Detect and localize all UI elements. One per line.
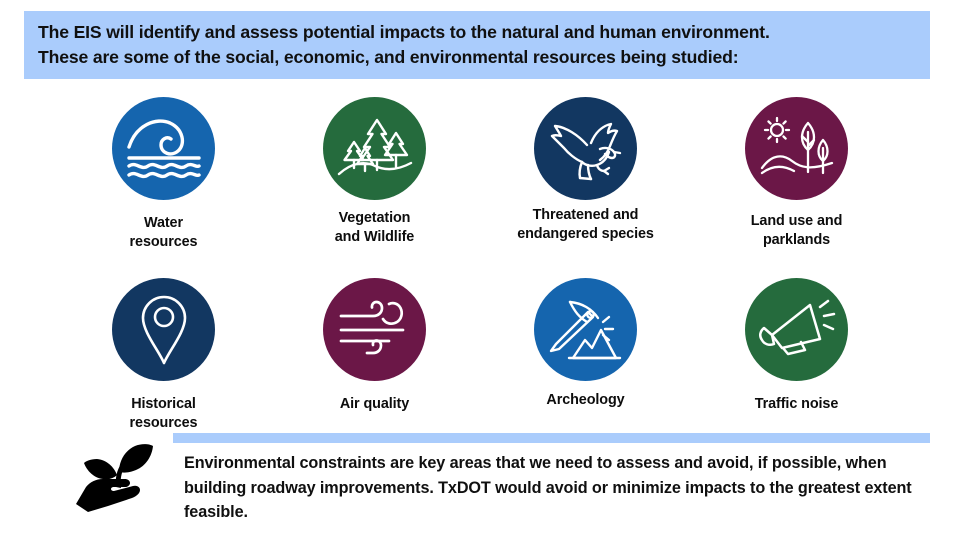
map-pin-icon [136, 293, 192, 367]
archeology-circle [534, 278, 637, 381]
wind-icon [337, 300, 413, 360]
threatened-species-circle [534, 97, 637, 200]
historical-resources-circle [112, 278, 215, 381]
air-quality-circle [323, 278, 426, 381]
resource-label: Air quality [339, 396, 410, 412]
resource-label: Traffic noise [754, 396, 839, 412]
resource-item-historical-resources[interactable]: Historical resources [58, 271, 269, 433]
bottom-note-text: Environmental constraints are key areas … [184, 454, 912, 521]
megaphone-icon [758, 299, 836, 361]
resource-icon-grid: Water resources [58, 90, 902, 433]
resource-item-archeology[interactable]: Archeology [480, 271, 691, 433]
resource-item-traffic-noise[interactable]: Traffic noise [691, 271, 902, 433]
sun-hills-trees-icon [759, 116, 835, 182]
resource-item-threatened-endangered-species[interactable]: Threatened and endangered species [480, 90, 691, 252]
header-line-2: These are some of the social, economic, … [38, 47, 739, 67]
bottom-divider-rule [173, 433, 930, 443]
resource-item-land-use-and-parklands[interactable]: Land use and parklands [691, 90, 902, 252]
pine-trees-icon [336, 116, 414, 182]
flying-bird-icon [547, 115, 625, 183]
resource-item-vegetation-and-wildlife[interactable]: Vegetation and Wildlife [269, 90, 480, 252]
water-resources-circle [112, 97, 215, 200]
resource-label: Archeology [546, 392, 625, 408]
resource-label: Water resources [129, 215, 198, 250]
traffic-noise-circle [745, 278, 848, 381]
resource-row-2: Historical resources Air quality [58, 271, 902, 433]
resource-label: Vegetation and Wildlife [334, 210, 415, 245]
resource-label: Land use and parklands [750, 213, 843, 248]
hand-holding-plant-icon [72, 442, 168, 512]
pickaxe-icon [547, 296, 625, 364]
ocean-wave-icon [126, 114, 202, 184]
vegetation-circle [323, 97, 426, 200]
land-use-circle [745, 97, 848, 200]
header-banner: The EIS will identify and assess potenti… [24, 11, 930, 79]
resource-item-air-quality[interactable]: Air quality [269, 271, 480, 433]
resource-item-water-resources[interactable]: Water resources [58, 90, 269, 252]
bottom-note-section: Environmental constraints are key areas … [0, 425, 960, 541]
resource-label: Historical resources [129, 396, 198, 431]
resource-label: Threatened and endangered species [517, 207, 654, 242]
header-line-1: The EIS will identify and assess potenti… [38, 22, 770, 42]
resource-row-1: Water resources [58, 90, 902, 252]
